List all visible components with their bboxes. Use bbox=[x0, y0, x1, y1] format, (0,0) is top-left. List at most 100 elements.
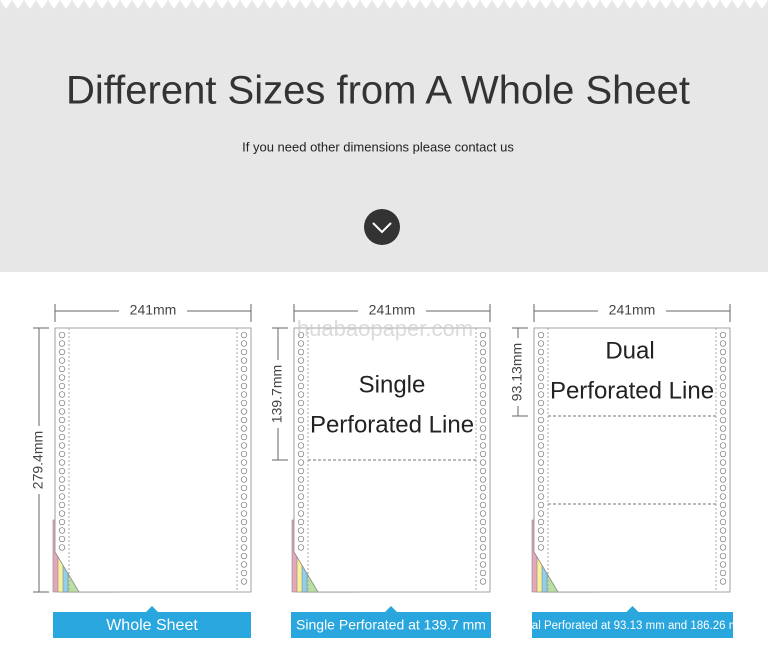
feed-hole bbox=[537, 416, 545, 424]
feed-hole bbox=[479, 374, 487, 381]
feed-hole bbox=[58, 544, 66, 551]
feed-hole bbox=[240, 510, 248, 517]
feed-hole bbox=[58, 340, 66, 347]
feed-hole bbox=[58, 382, 66, 390]
height-label: 139.7mm bbox=[269, 365, 285, 423]
feed-hole bbox=[58, 535, 66, 543]
feed-hole bbox=[240, 459, 248, 466]
feed-hole bbox=[537, 382, 545, 390]
feed-hole bbox=[240, 518, 248, 526]
feed-hole bbox=[719, 365, 727, 373]
feed-hole bbox=[479, 544, 487, 551]
sheet-text: Perforated Line bbox=[550, 377, 714, 404]
feed-hole bbox=[240, 544, 248, 551]
feed-hole bbox=[297, 450, 305, 458]
feed-hole bbox=[537, 450, 545, 458]
feed-hole bbox=[719, 340, 727, 347]
feed-hole bbox=[537, 518, 545, 526]
feed-hole bbox=[719, 518, 727, 526]
sheet-panel: 241mm 139.7mm Single Perforated Line Single … bbox=[269, 302, 491, 638]
sheet-text: Single bbox=[359, 371, 426, 398]
feed-hole bbox=[537, 527, 545, 534]
feed-hole bbox=[297, 527, 305, 534]
dim-bg bbox=[30, 426, 48, 494]
feed-hole bbox=[537, 425, 545, 432]
caption-bar bbox=[53, 612, 251, 638]
feed-hole bbox=[719, 501, 727, 509]
feed-hole bbox=[297, 374, 305, 381]
feed-hole bbox=[240, 365, 248, 373]
feed-hole bbox=[240, 357, 248, 364]
scroll-button[interactable] bbox=[364, 209, 400, 245]
feed-hole bbox=[240, 374, 248, 381]
feed-hole bbox=[58, 518, 66, 526]
feed-hole bbox=[240, 450, 248, 458]
feed-hole bbox=[297, 340, 305, 347]
feed-hole bbox=[719, 493, 727, 500]
feed-hole bbox=[240, 340, 248, 347]
feed-hole bbox=[240, 484, 248, 492]
feed-hole bbox=[479, 493, 487, 500]
dim-bg bbox=[119, 302, 187, 320]
feed-hole bbox=[240, 433, 248, 441]
width-label: 241mm bbox=[130, 302, 177, 318]
feed-hole bbox=[240, 442, 248, 449]
feed-hole bbox=[58, 357, 66, 364]
feed-hole bbox=[240, 425, 248, 432]
feed-hole bbox=[58, 433, 66, 441]
caption: Whole Sheet bbox=[106, 617, 198, 634]
feed-hole bbox=[719, 476, 727, 483]
feed-hole bbox=[58, 374, 66, 381]
feed-hole bbox=[58, 348, 66, 356]
feed-hole bbox=[479, 450, 487, 458]
feed-hole bbox=[719, 561, 727, 568]
feed-hole bbox=[240, 493, 248, 500]
feed-hole bbox=[479, 408, 487, 415]
feed-hole bbox=[537, 399, 545, 407]
feed-hole bbox=[537, 442, 545, 449]
feed-hole bbox=[537, 391, 545, 398]
feed-hole bbox=[297, 425, 305, 432]
feed-hole bbox=[479, 569, 487, 577]
feed-hole bbox=[297, 433, 305, 441]
feed-hole bbox=[479, 459, 487, 466]
feed-hole bbox=[240, 348, 248, 356]
feed-hole bbox=[719, 484, 727, 492]
caption: Dual Perforated at 93.13 mm and 186.26 m… bbox=[517, 620, 748, 632]
feed-hole bbox=[297, 484, 305, 492]
feed-hole bbox=[537, 408, 545, 415]
feed-hole bbox=[297, 399, 305, 407]
feed-hole bbox=[297, 467, 305, 475]
feed-hole bbox=[297, 544, 305, 551]
feed-hole bbox=[537, 484, 545, 492]
feed-hole bbox=[479, 433, 487, 441]
feed-hole bbox=[537, 433, 545, 441]
feed-hole bbox=[719, 425, 727, 432]
dim-bg bbox=[358, 302, 426, 320]
feed-hole bbox=[719, 382, 727, 390]
caption-bar bbox=[532, 612, 733, 638]
feed-hole bbox=[58, 501, 66, 509]
feed-hole bbox=[58, 416, 66, 424]
feed-hole bbox=[297, 365, 305, 373]
caption-notch bbox=[385, 606, 397, 612]
caption: Single Perforated at 139.7 mm bbox=[296, 617, 486, 633]
watermark: huabaopaper.com bbox=[297, 316, 473, 341]
feed-hole bbox=[240, 552, 248, 560]
feed-hole bbox=[537, 365, 545, 373]
feed-hole bbox=[297, 518, 305, 526]
feed-hole bbox=[479, 331, 487, 339]
feed-hole bbox=[479, 527, 487, 534]
feed-hole bbox=[297, 459, 305, 466]
sheet-text: Dual bbox=[605, 337, 654, 364]
feed-hole bbox=[479, 357, 487, 364]
feed-hole bbox=[537, 501, 545, 509]
feed-hole bbox=[297, 408, 305, 415]
front-sheet bbox=[533, 327, 731, 593]
feed-hole bbox=[479, 484, 487, 492]
feed-hole bbox=[240, 408, 248, 415]
feed-hole bbox=[479, 518, 487, 526]
feed-hole bbox=[537, 510, 545, 517]
feed-hole bbox=[240, 569, 248, 577]
height-label: 93.13mm bbox=[509, 343, 525, 401]
